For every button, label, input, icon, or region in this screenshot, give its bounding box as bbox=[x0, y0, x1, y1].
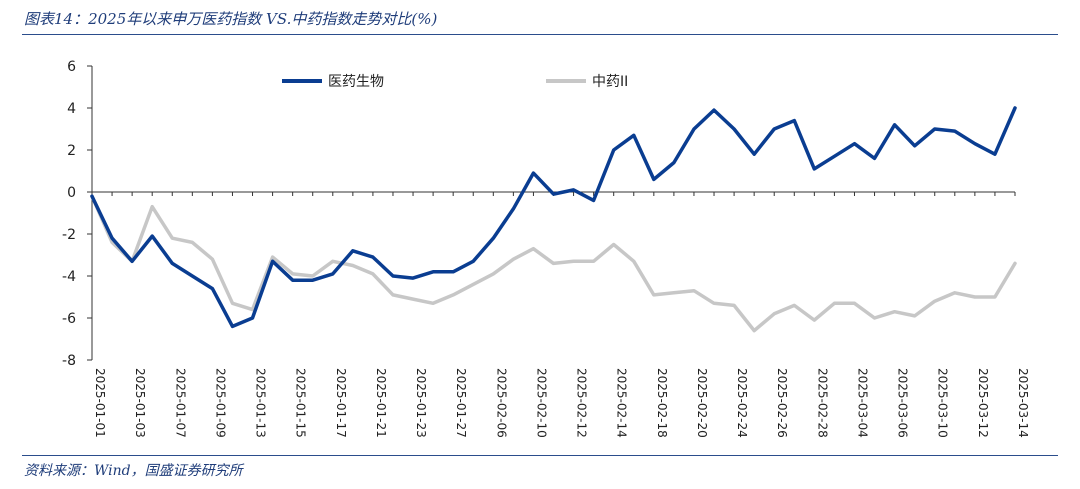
x-tick-label: 2025-02-10 bbox=[534, 368, 548, 438]
y-tick-label: 2 bbox=[67, 143, 76, 159]
y-tick-label: -2 bbox=[62, 227, 76, 243]
x-tick-label: 2025-02-06 bbox=[494, 368, 508, 438]
y-tick-label: 6 bbox=[67, 59, 76, 75]
x-tick-label: 2025-02-28 bbox=[815, 368, 829, 438]
x-tick-label: 2025-03-14 bbox=[1016, 368, 1030, 438]
x-tick-label: 2025-01-03 bbox=[133, 368, 147, 438]
title-divider bbox=[22, 34, 1058, 35]
legend-label-1: 中药II bbox=[592, 74, 628, 90]
x-axis: 2025-01-01 2025-01-03 2025-01-07 2025-01-09… bbox=[91, 191, 1030, 438]
chart-title: 图表14：2025年以来申万医药指数 VS.中药指数走势对比(%) bbox=[24, 10, 438, 28]
x-tick-label: 2025-01-23 bbox=[414, 368, 428, 438]
x-tick-label: 2025-01-21 bbox=[374, 368, 388, 438]
x-tick-label: 2025-02-18 bbox=[655, 368, 669, 438]
y-tick-label: 0 bbox=[67, 185, 76, 201]
x-tick-label: 2025-02-20 bbox=[695, 368, 709, 438]
x-tick-label: 2025-03-12 bbox=[976, 368, 990, 438]
legend: 医药生物 中药II bbox=[282, 74, 628, 90]
x-tick-label: 2025-01-15 bbox=[294, 368, 308, 438]
x-tick-label: 2025-01-09 bbox=[213, 368, 227, 438]
source-divider bbox=[22, 455, 1058, 456]
x-tick-label: 2025-02-26 bbox=[775, 368, 789, 438]
source-note: 资料来源：Wind，国盛证券研究所 bbox=[24, 463, 243, 479]
x-tick-label: 2025-01-07 bbox=[173, 368, 187, 438]
x-tick-label: 2025-03-10 bbox=[936, 368, 950, 438]
series-line-1 bbox=[90, 194, 1017, 333]
y-axis: 6 4 2 0 -2 -4 -6 -8 bbox=[62, 59, 93, 369]
x-tick-label: 2025-02-12 bbox=[575, 368, 589, 438]
y-tick-label: -8 bbox=[62, 353, 76, 369]
x-tick-label: 2025-01-01 bbox=[93, 368, 107, 438]
x-tick-label: 2025-03-04 bbox=[855, 368, 869, 438]
x-tick-label: 2025-01-27 bbox=[454, 368, 468, 438]
x-tick-label: 2025-02-14 bbox=[615, 368, 629, 438]
x-tick-label: 2025-02-24 bbox=[735, 368, 749, 438]
y-tick-label: -6 bbox=[62, 311, 76, 327]
series-group bbox=[90, 106, 1017, 333]
legend-label-0: 医药生物 bbox=[328, 74, 384, 90]
y-tick-label: 4 bbox=[67, 101, 76, 117]
y-tick-label: -4 bbox=[62, 269, 76, 285]
x-tick-label: 2025-01-13 bbox=[254, 368, 268, 438]
x-tick-label: 2025-01-17 bbox=[334, 368, 348, 438]
x-tick-label: 2025-03-06 bbox=[896, 368, 910, 438]
series-line-0 bbox=[90, 106, 1017, 329]
